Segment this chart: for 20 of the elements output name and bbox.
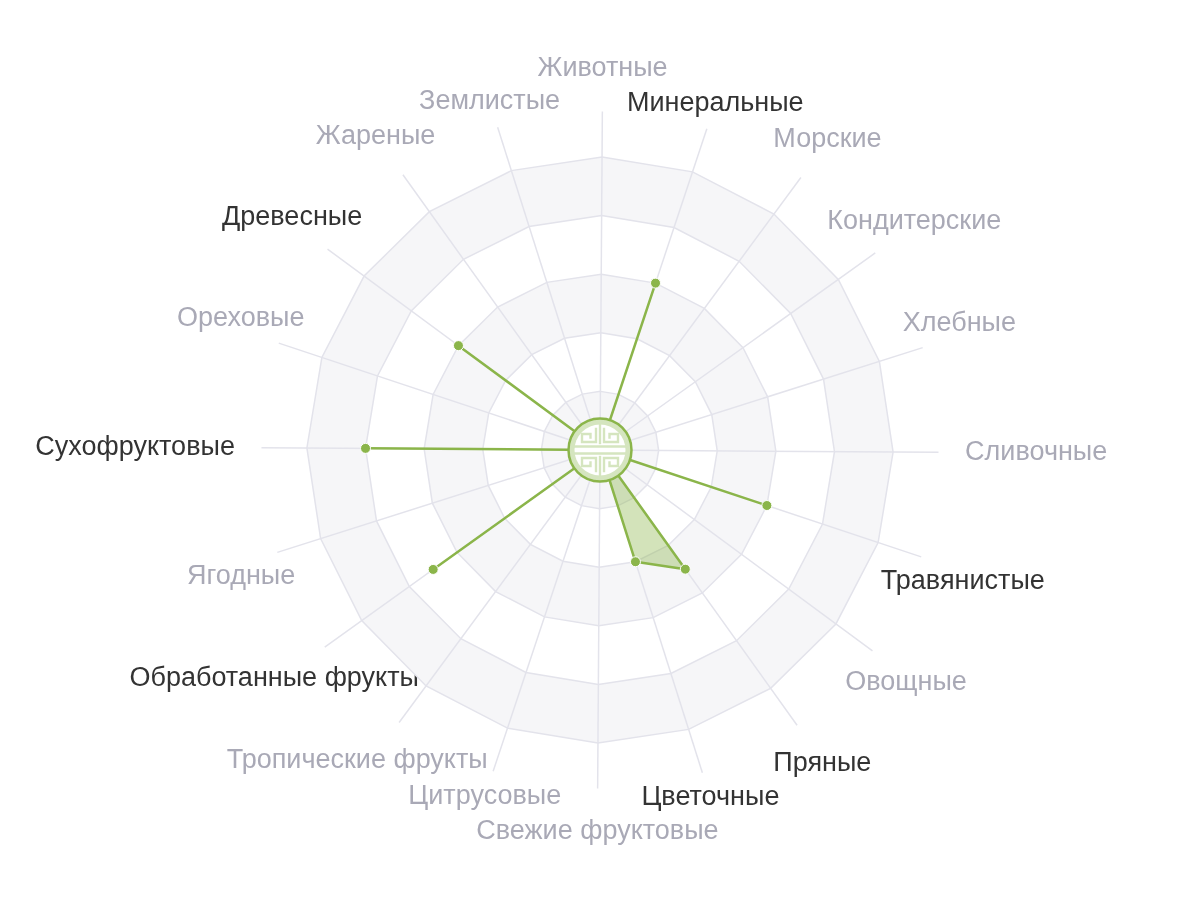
spoke-label: Животные [537, 52, 668, 83]
spoke-label: Ореховые [177, 302, 305, 333]
spoke-label: Землистые [419, 85, 561, 116]
spoke-label: Сливочные [965, 436, 1108, 466]
spoke-label: Ягодные [187, 560, 296, 591]
spoke-label: Цветочные [641, 781, 780, 812]
spoke-label: Свежие фруктовые [476, 814, 719, 845]
spoke-label: Минеральные [626, 87, 804, 118]
spoke-label: Хлебные [902, 306, 1016, 337]
spoke-label: Древесные [222, 200, 363, 231]
spoke-label: Овощные [845, 666, 967, 697]
spoke-label: Обработанные фрукты [129, 662, 419, 693]
spoke-label: Пряные [773, 746, 872, 777]
spoke-label: Сухофруктовые [35, 430, 235, 461]
spoke-label: Морские [773, 123, 882, 154]
spoke-label: Жареные [315, 120, 436, 151]
spoke-label: Тропические фрукты [226, 743, 488, 774]
spoke-label: Цитрусовые [408, 779, 562, 810]
spoke-label: Травянистые [880, 564, 1045, 595]
spoke-label: Кондитерские [827, 204, 1002, 235]
